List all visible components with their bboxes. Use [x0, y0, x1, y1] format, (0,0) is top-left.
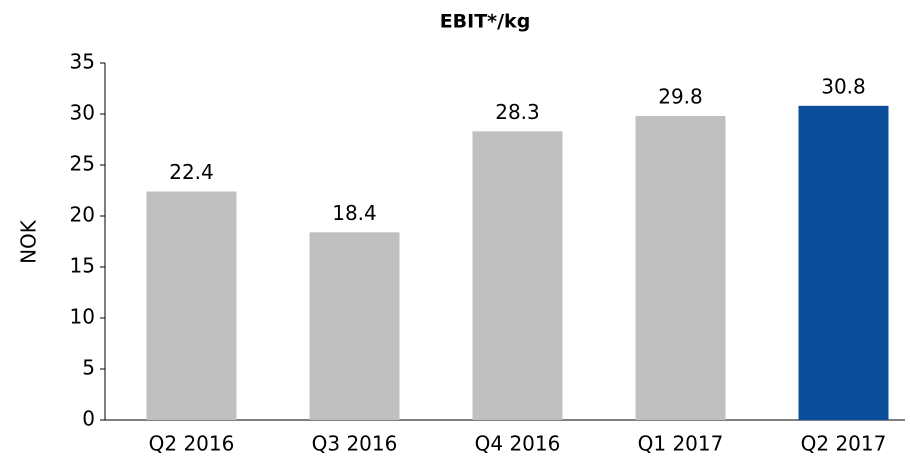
y-tick-label: 15 [70, 254, 95, 278]
y-tick-label: 25 [70, 152, 95, 176]
y-tick-label: 35 [70, 50, 95, 74]
chart-title: EBIT*/kg [440, 11, 531, 33]
value-label: 29.8 [658, 85, 703, 109]
y-tick-label: 5 [82, 356, 95, 380]
y-axis-label: NOK [17, 219, 41, 264]
bar [472, 131, 563, 420]
x-tick-label: Q2 2016 [149, 432, 235, 456]
x-tick-label: Q1 2017 [638, 432, 724, 456]
bar [309, 232, 400, 420]
x-tick-label: Q3 2016 [312, 432, 398, 456]
value-label: 22.4 [169, 160, 214, 184]
y-tick-label: 20 [70, 203, 95, 227]
y-tick-label: 30 [70, 101, 95, 125]
y-tick-label: 10 [70, 305, 95, 329]
bar [798, 105, 889, 420]
y-tick-label: 0 [82, 407, 95, 431]
value-label: 30.8 [821, 74, 866, 98]
x-tick-label: Q2 2017 [801, 432, 887, 456]
bar [146, 191, 237, 420]
value-label: 28.3 [495, 100, 540, 124]
bar [635, 116, 726, 420]
value-label: 18.4 [332, 201, 377, 225]
x-tick-label: Q4 2016 [475, 432, 561, 456]
